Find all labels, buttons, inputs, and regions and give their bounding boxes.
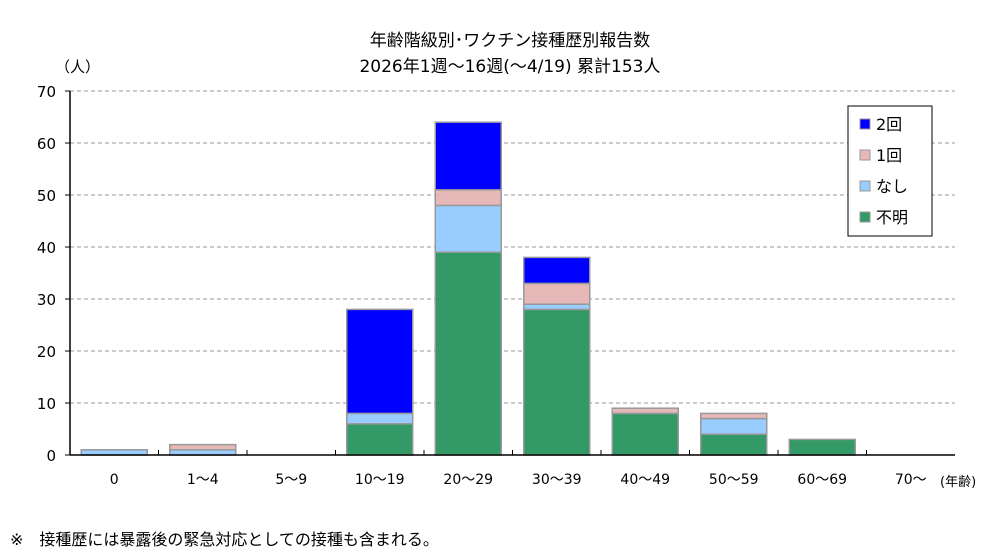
y-tick-label: 40 (37, 239, 56, 257)
x-tick-label: 10～19 (355, 472, 405, 488)
x-tick-label: 40～49 (620, 472, 670, 488)
y-tick-label: 50 (37, 187, 56, 205)
legend-label: 2回 (876, 115, 902, 134)
bar-segment (611, 412, 679, 456)
y-tick-label: 60 (37, 135, 56, 153)
bar-segment (346, 308, 414, 415)
chart-title: 年齢階級別･ワクチン接種歴別報告数 (370, 31, 651, 51)
footnote: ※ 接種歴には暴露後の緊急対応としての接種も含まれる。 (10, 530, 439, 549)
bar-segment (434, 251, 502, 456)
bar-segment (80, 449, 148, 456)
bar-segment (700, 433, 768, 456)
bar-segment (434, 189, 502, 207)
bar-segment (169, 443, 237, 451)
y-tick-label: 30 (37, 291, 56, 309)
x-tick-label: 20～29 (443, 472, 493, 488)
bar-segment (434, 204, 502, 253)
y-tick-label: 10 (37, 395, 56, 413)
legend-swatch (859, 118, 871, 130)
bar-segment (523, 303, 591, 311)
bar-segment (700, 417, 768, 435)
y-tick-label: 0 (46, 447, 56, 465)
x-tick-label: 60～69 (797, 472, 847, 488)
x-tick-label: 70～ (895, 472, 927, 488)
legend-label: 1回 (876, 146, 902, 165)
bar-segment (346, 412, 414, 425)
x-tick-label: 50～59 (709, 472, 759, 488)
bar-segment (434, 121, 502, 191)
x-tick-label: 30～39 (532, 472, 582, 488)
y-tick-label: 20 (37, 343, 56, 361)
y-tick-label: 70 (37, 83, 56, 101)
chart-subtitle: 2026年1週～16週(～4/19) 累計153人 (359, 57, 660, 77)
legend-swatch (859, 180, 871, 192)
bar-segment (788, 438, 856, 456)
x-axis-label: (年齢) (940, 475, 976, 490)
x-tick-label: 1～4 (187, 472, 219, 488)
bar-segment (523, 282, 591, 305)
bar-segment (523, 308, 591, 456)
legend-label: なし (876, 177, 908, 196)
bar-segment (700, 412, 768, 420)
legend-label: 不明 (876, 208, 908, 227)
bar-segment (523, 256, 591, 285)
bar-segment (169, 449, 237, 456)
x-tick-label: 5～9 (275, 472, 307, 488)
bar-segment (346, 423, 414, 456)
legend-swatch (859, 211, 871, 223)
legend-swatch (859, 149, 871, 161)
y-axis-label: （人） (55, 58, 100, 76)
x-tick-label: 0 (110, 472, 119, 488)
bar-segment (611, 407, 679, 415)
